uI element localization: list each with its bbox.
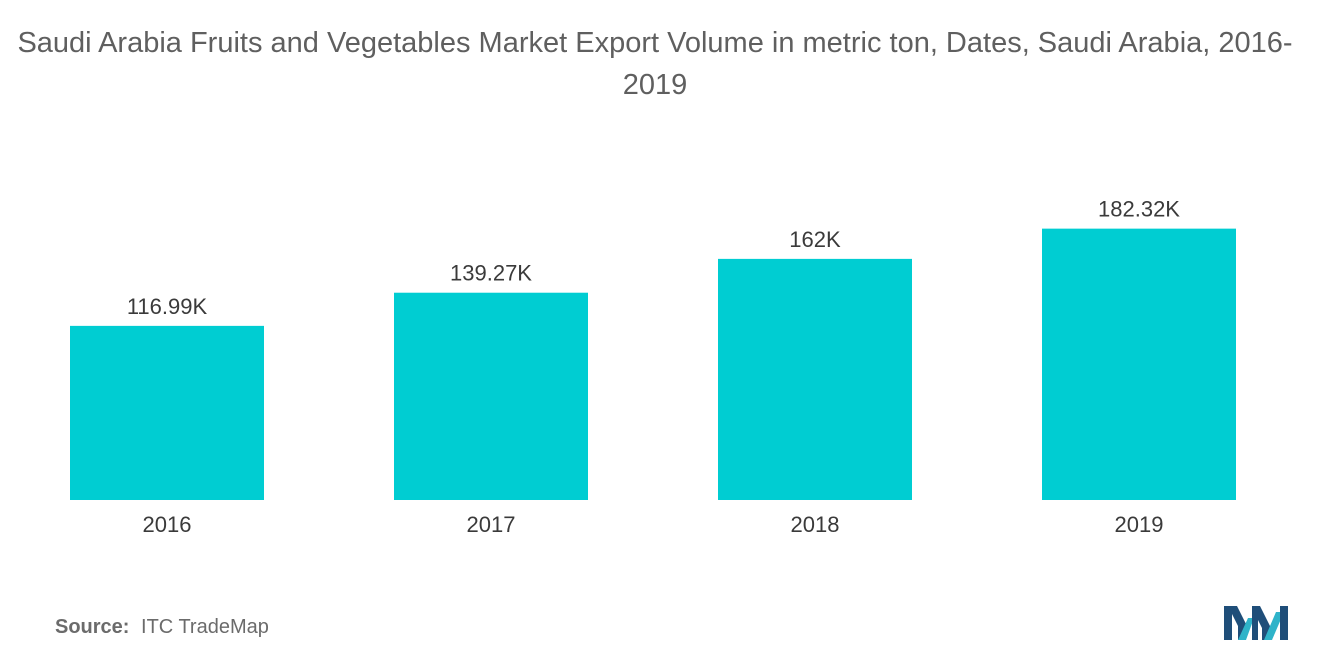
- bar-2019: [1042, 229, 1236, 500]
- bar-2017: [394, 293, 588, 500]
- x-tick-label-2017: 2017: [467, 512, 516, 537]
- mordor-intelligence-logo-icon: [1224, 604, 1290, 640]
- bar-2016: [70, 326, 264, 500]
- data-label-2016: 116.99K: [127, 294, 208, 319]
- data-label-2018: 162K: [789, 227, 841, 252]
- data-label-2017: 139.27K: [450, 261, 532, 286]
- bar-chart: 116.99K 2016 139.27K 2017 162K 2018 182.32K 201…: [0, 0, 1320, 600]
- x-tick-label-2019: 2019: [1115, 512, 1164, 537]
- bar-2018: [718, 259, 912, 500]
- source-text: ITC TradeMap: [141, 616, 269, 638]
- source-note: Source: ITC TradeMap: [55, 616, 269, 639]
- data-label-2019: 182.32K: [1098, 197, 1180, 222]
- source-label: Source:: [55, 616, 129, 638]
- x-tick-label-2016: 2016: [143, 512, 192, 537]
- x-tick-label-2018: 2018: [791, 512, 840, 537]
